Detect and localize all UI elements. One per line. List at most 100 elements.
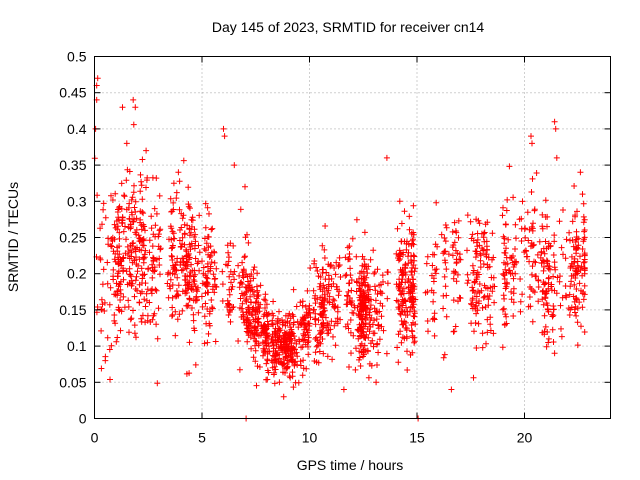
- data-point: [531, 258, 537, 265]
- data-point: [350, 310, 357, 317]
- data-point: [264, 376, 271, 383]
- data-point: [502, 285, 509, 292]
- data-point: [531, 206, 538, 213]
- data-point: [141, 296, 148, 303]
- data-point: [412, 265, 419, 272]
- data-point: [550, 252, 557, 258]
- data-point: [372, 297, 379, 304]
- data-point: [231, 162, 238, 169]
- axes: 0 0.05 0.1 0.15 0.2 0.25 0.3 0.35 0.4 0.45 0.5 0 5 10…: [59, 49, 611, 446]
- data-point: [312, 315, 319, 322]
- data-point: [195, 258, 202, 265]
- data-point: [502, 250, 509, 256]
- data-point: [409, 293, 416, 300]
- data-point: [312, 321, 319, 328]
- data-point: [263, 360, 270, 367]
- data-point: [205, 330, 212, 337]
- data-point: [331, 322, 338, 329]
- data-point: [539, 211, 546, 218]
- data-point: [336, 262, 343, 268]
- data-point: [179, 307, 186, 314]
- data-point: [480, 294, 487, 301]
- data-point: [123, 236, 129, 243]
- data-point: [401, 208, 408, 215]
- data-point: [353, 216, 360, 223]
- data-point: [262, 305, 268, 311]
- data-point: [364, 282, 371, 289]
- data-point: [299, 372, 306, 379]
- data-point: [123, 140, 130, 147]
- data-point: [324, 298, 331, 305]
- data-point: [500, 305, 507, 312]
- data-point: [441, 235, 448, 241]
- data-point: [442, 238, 449, 245]
- data-point: [282, 369, 288, 376]
- data-point: [188, 240, 195, 247]
- data-point: [115, 306, 122, 313]
- data-point: [455, 234, 462, 241]
- x-tick-label: 10: [302, 430, 318, 446]
- data-point: [552, 266, 559, 273]
- data-point: [527, 284, 533, 290]
- data-point: [228, 279, 234, 286]
- data-point: [292, 379, 299, 386]
- data-point: [151, 264, 158, 271]
- data-point: [455, 298, 461, 305]
- data-point: [470, 237, 477, 244]
- data-point: [324, 353, 331, 360]
- data-point: [441, 273, 448, 280]
- data-point: [473, 310, 480, 317]
- data-point: [491, 283, 498, 290]
- data-point: [581, 251, 588, 258]
- data-point: [99, 281, 106, 288]
- data-point: [530, 241, 537, 248]
- data-point: [433, 199, 440, 206]
- data-point: [136, 299, 143, 306]
- data-point: [157, 245, 164, 252]
- data-point: [194, 296, 200, 303]
- data-point: [224, 262, 231, 269]
- data-point: [114, 270, 121, 277]
- data-point: [365, 374, 372, 381]
- data-point: [543, 343, 550, 350]
- data-point: [107, 284, 114, 291]
- data-point: [505, 236, 512, 243]
- data-point: [347, 265, 354, 272]
- data-point: [354, 279, 361, 286]
- data-point: [346, 256, 353, 263]
- data-point: [255, 299, 262, 306]
- data-point: [453, 229, 460, 236]
- x-tick-label: 20: [517, 430, 533, 446]
- data-point: [508, 296, 515, 303]
- data-point: [499, 344, 506, 351]
- data-point: [380, 278, 386, 285]
- data-point: [383, 154, 390, 161]
- data-point: [132, 229, 139, 236]
- data-point: [131, 322, 138, 329]
- data-point: [402, 298, 409, 305]
- data-point: [238, 305, 245, 312]
- data-point: [190, 317, 197, 324]
- data-point: [465, 277, 472, 284]
- data-point: [374, 362, 380, 368]
- data-point: [472, 278, 479, 285]
- data-point: [481, 229, 488, 236]
- data-point: [529, 225, 536, 232]
- data-point: [186, 295, 193, 302]
- data-point: [262, 297, 269, 304]
- data-point: [260, 345, 267, 352]
- y-tick-label: 0.1: [67, 338, 87, 354]
- data-point: [368, 362, 375, 369]
- data-point: [468, 300, 474, 307]
- data-point: [313, 264, 320, 271]
- data-point: [503, 207, 510, 214]
- data-point: [331, 265, 338, 271]
- x-tick-label: 5: [198, 430, 206, 446]
- data-point: [231, 276, 238, 283]
- data-point: [133, 254, 139, 261]
- data-point: [580, 259, 587, 266]
- data-point: [292, 350, 298, 357]
- data-point: [451, 219, 458, 226]
- data-point: [194, 288, 201, 295]
- data-point: [300, 317, 307, 324]
